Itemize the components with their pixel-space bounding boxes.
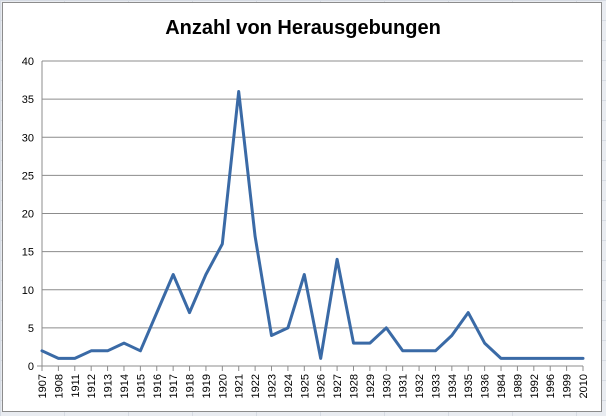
x-tick-label: 1918 [185,374,197,398]
y-tick-label: 5 [28,323,34,335]
x-tick-label: 1921 [234,374,246,398]
x-tick-label: 1919 [201,374,213,398]
y-tick-label: 20 [22,209,34,221]
x-tick-label: 1934 [447,374,459,398]
x-tick-label: 1936 [480,374,492,398]
y-tick-label: 40 [22,56,34,68]
chart-area[interactable]: Anzahl von Herausgebungen [2,2,602,412]
x-tick-label: 1914 [119,374,131,398]
x-tick-label: 1992 [529,374,541,398]
x-tick-label: 1912 [86,374,98,398]
y-tick-label: 15 [22,247,34,259]
x-tick-label: 1927 [332,374,344,398]
x-tick-label: 1924 [283,374,295,398]
x-tick-label: 1929 [365,374,377,398]
x-tick-label: 1915 [135,374,147,398]
x-tick-label: 1917 [168,374,180,398]
x-tick-label: 1930 [381,374,393,398]
x-tick-label: 1926 [316,374,328,398]
series-line [40,90,585,360]
x-tick-label: 1989 [512,374,524,398]
x-tick-label: 1984 [496,374,508,398]
x-tick-label: 2010 [578,374,590,398]
x-tick-label: 1920 [217,374,229,398]
x-tick-label: 1999 [562,374,574,398]
x-tick-label: 1996 [545,374,557,398]
x-tick-label: 1928 [348,374,360,398]
x-tick-label: 1907 [37,374,49,398]
x-tick-label: 1931 [398,374,410,398]
x-tick-label: 1916 [152,374,164,398]
x-tick-label: 1933 [430,374,442,398]
chart-title: Anzahl von Herausgebungen [165,17,441,39]
x-tick-label: 1932 [414,374,426,398]
x-tick-label: 1935 [463,374,475,398]
x-tick-label: 1922 [250,374,262,398]
y-tick-label: 35 [22,94,34,106]
y-tick-label: 10 [22,285,34,297]
y-tick-label: 0 [28,361,34,373]
x-tick-label: 1913 [103,374,115,398]
y-tick-label: 30 [22,132,34,144]
x-tick-label: 1925 [299,374,311,398]
x-tick-label: 1911 [70,374,82,398]
y-tick-label: 25 [22,170,34,182]
x-tick-label: 1923 [267,374,279,398]
x-tick-label: 1908 [53,374,65,398]
